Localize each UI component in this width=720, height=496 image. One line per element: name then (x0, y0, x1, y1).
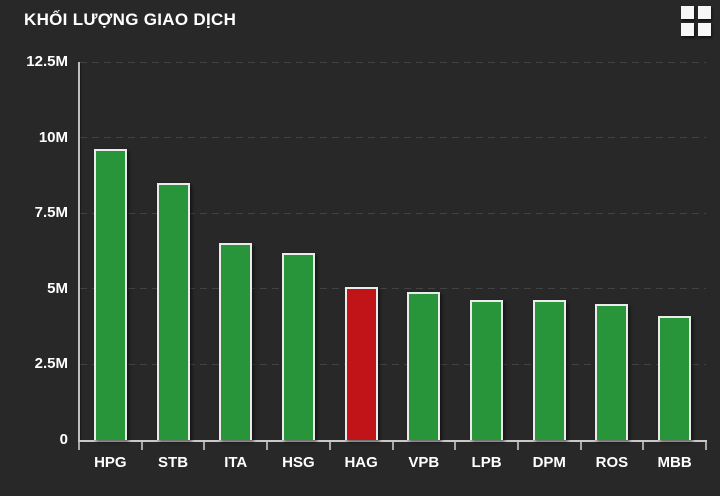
bar-VPB[interactable] (407, 291, 441, 440)
bar-STB[interactable] (156, 182, 190, 440)
y-axis-label: 12.5M (26, 53, 68, 70)
x-label-LPB: LPB (471, 454, 502, 471)
y-gridline (80, 61, 706, 63)
x-label-DPM: DPM (532, 454, 566, 471)
grid-menu-icon-square (698, 23, 711, 36)
y-axis-label: 0 (59, 431, 68, 448)
y-gridline (80, 212, 706, 214)
y-axis-label: 5M (47, 279, 68, 297)
x-axis-tick (705, 442, 707, 450)
bar-HAG[interactable] (344, 287, 378, 440)
x-axis-tick (642, 442, 645, 450)
y-axis-label: 2.5M (34, 355, 68, 373)
y-axis-label: 10M (38, 128, 68, 146)
x-axis-tick (516, 442, 519, 450)
x-axis-tick (391, 442, 394, 450)
bar-LPB[interactable] (470, 300, 504, 440)
grid-menu-icon-square (698, 6, 711, 19)
x-axis-tick (140, 442, 143, 450)
bar-HSG[interactable] (281, 253, 315, 440)
bar-HPG[interactable] (93, 148, 127, 440)
x-label-VPB: VPB (408, 454, 440, 471)
x-label-HSG: HSG (282, 454, 315, 471)
x-label-ROS: ROS (595, 454, 629, 471)
grid-menu-icon[interactable] (681, 6, 711, 40)
x-label-HPG: HPG (94, 454, 127, 471)
x-axis-tick (78, 442, 80, 450)
x-label-ITA: ITA (224, 454, 248, 471)
chart-title: KHỐI LƯỢNG GIAO DỊCH (24, 10, 237, 29)
bar-ROS[interactable] (595, 303, 629, 440)
bar-DPM[interactable] (532, 299, 566, 440)
x-axis-tick (328, 442, 331, 450)
bar-MBB[interactable] (658, 315, 692, 440)
y-gridline (80, 137, 706, 139)
x-axis (78, 440, 707, 442)
x-axis-tick (203, 442, 206, 450)
y-axis (78, 62, 80, 442)
x-axis-tick (454, 442, 457, 450)
grid-menu-icon-square (681, 6, 694, 19)
bar-ITA[interactable] (219, 242, 253, 440)
x-label-HAG: HAG (344, 454, 378, 471)
x-axis-tick (266, 442, 269, 450)
y-gridline (80, 288, 706, 290)
x-label-MBB: MBB (657, 454, 692, 471)
x-label-STB: STB (158, 454, 189, 471)
y-gridline (80, 363, 706, 365)
x-axis-tick (579, 442, 582, 450)
grid-menu-icon-square (681, 23, 694, 36)
y-axis-label: 7.5M (34, 204, 68, 222)
